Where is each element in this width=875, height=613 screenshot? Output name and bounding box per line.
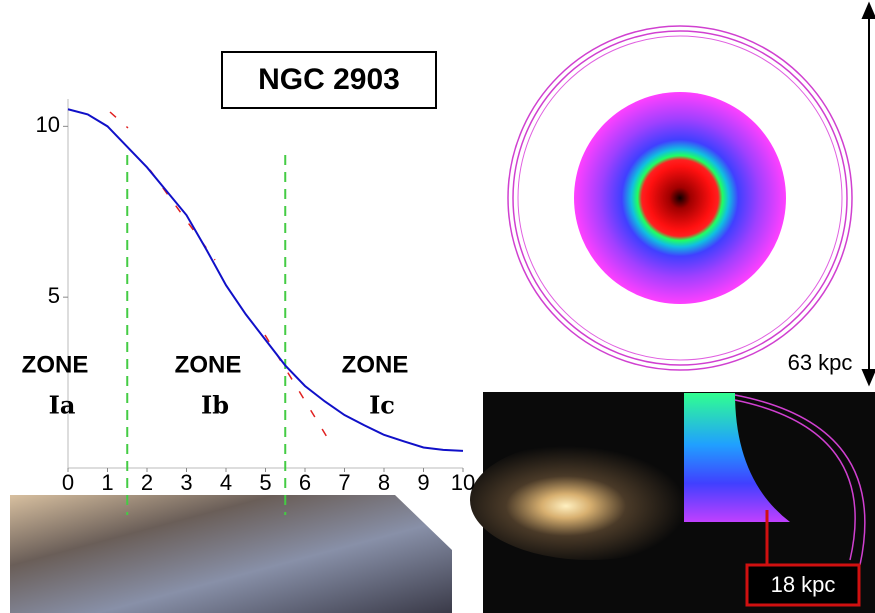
tangent-fragment bbox=[109, 111, 129, 129]
x-tick-label: 8 bbox=[378, 470, 390, 495]
x-tick-label: 6 bbox=[299, 470, 311, 495]
zone-label: ZONE bbox=[175, 351, 242, 378]
scale-label: 63 kpc bbox=[788, 350, 853, 375]
y-tick-label: 5 bbox=[48, 283, 60, 308]
zone-label: ZONE bbox=[22, 351, 89, 378]
disc-image bbox=[507, 25, 853, 371]
galaxy-image bbox=[470, 392, 875, 613]
title-box bbox=[221, 51, 437, 109]
x-tick-label: 7 bbox=[338, 470, 350, 495]
photo bbox=[10, 495, 452, 613]
x-tick-label: 2 bbox=[141, 470, 153, 495]
x-tick-label: 4 bbox=[220, 470, 232, 495]
zone-sub: Ib bbox=[201, 391, 229, 420]
zone-sub: Ic bbox=[369, 391, 395, 420]
zone-sub: Ia bbox=[49, 391, 76, 420]
x-tick-label: 10 bbox=[451, 470, 475, 495]
scale-arrow bbox=[861, 1, 875, 387]
x-tick-label: 3 bbox=[180, 470, 192, 495]
scale-label: 18 kpc bbox=[771, 572, 836, 597]
x-tick-label: 9 bbox=[417, 470, 429, 495]
chart-title: NGC 2903 bbox=[258, 63, 400, 96]
x-tick-label: 1 bbox=[101, 470, 113, 495]
x-tick-label: 5 bbox=[259, 470, 271, 495]
zone-label: ZONE bbox=[342, 351, 409, 378]
line bbox=[67, 108, 464, 452]
x-tick-label: 0 bbox=[62, 470, 74, 495]
y-tick-label: 10 bbox=[36, 112, 60, 137]
